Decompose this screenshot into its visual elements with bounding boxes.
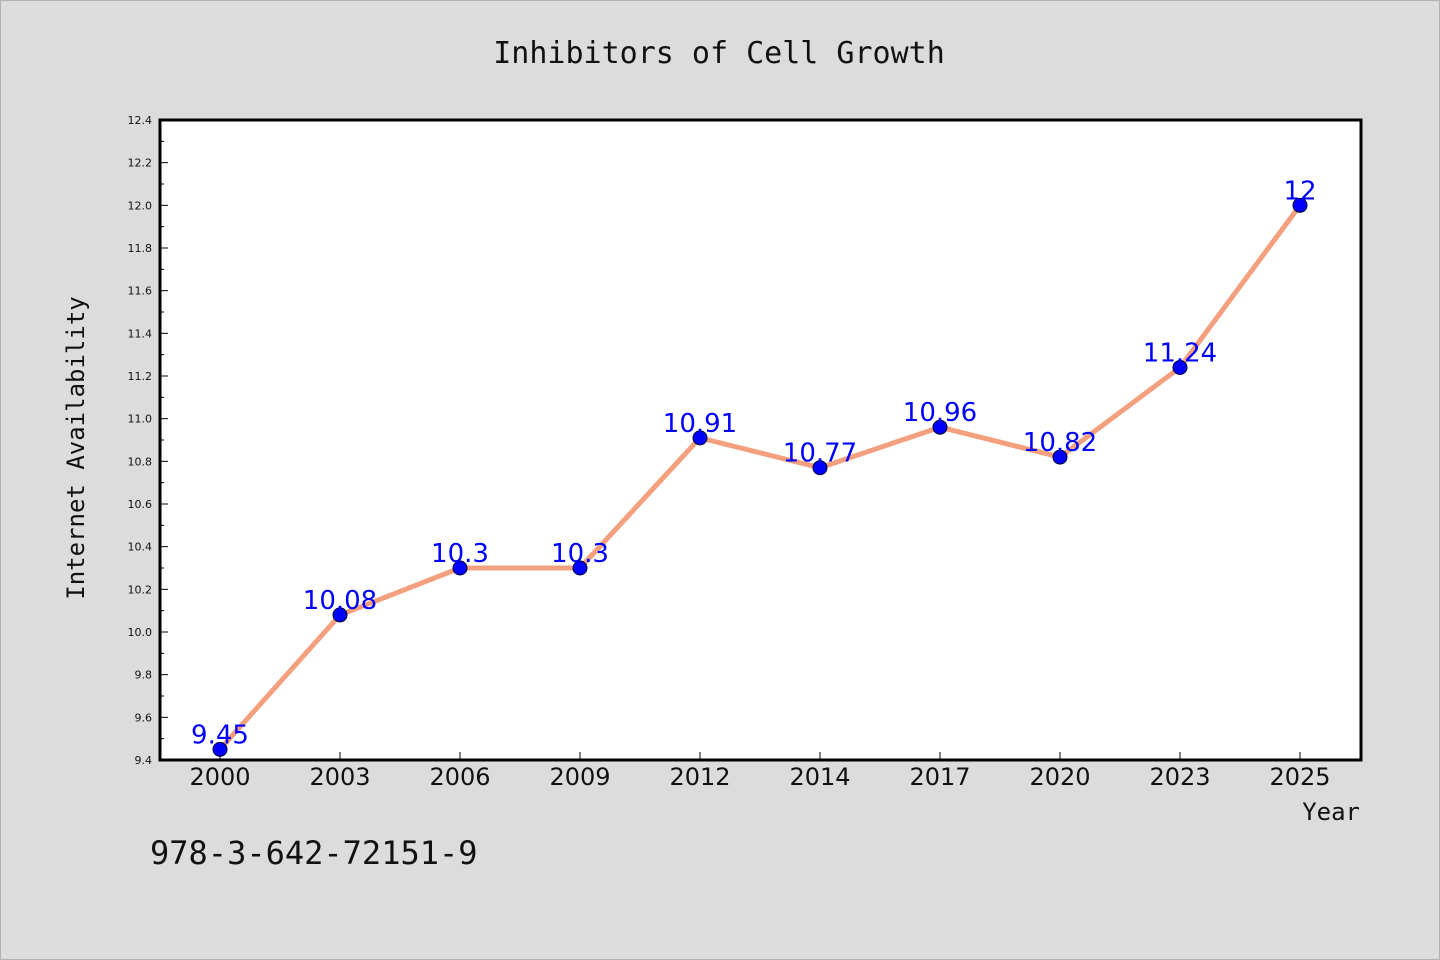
data-label: 9.45 (191, 720, 249, 750)
chart-title: Inhibitors of Cell Growth (493, 36, 945, 71)
x-tick-label: 2009 (549, 763, 610, 791)
y-tick-label: 10.2 (128, 583, 153, 596)
x-tick-label: 2014 (789, 763, 850, 791)
y-tick-label: 11.0 (128, 413, 153, 426)
footnote-isbn: 978-3-642-72151-9 (150, 834, 478, 872)
y-tick-label: 11.6 (128, 285, 153, 298)
y-tick-label: 12.2 (128, 157, 153, 170)
x-tick-label: 2003 (309, 763, 370, 791)
data-label: 10.3 (431, 539, 489, 569)
x-axis: 2000 2003 2006 2009 2012 2014 2017 2020 2023 2025 (189, 752, 1331, 791)
x-tick-label: 2006 (429, 763, 490, 791)
y-tick-label: 12.4 (128, 114, 153, 127)
data-point (1172, 359, 1188, 375)
x-tick-label: 2025 (1269, 763, 1330, 791)
data-label: 11.24 (1143, 338, 1217, 368)
y-tick-label: 10.0 (128, 626, 153, 639)
y-tick-label: 10.6 (128, 498, 153, 511)
y-tick-label: 9.8 (135, 669, 153, 682)
data-labels: 9.45 10.08 10.3 10.3 10.91 10.77 10.96 10.82 11.… (191, 176, 1316, 750)
x-tick-label: 2000 (189, 763, 250, 791)
y-tick-label: 11.8 (128, 242, 153, 255)
x-tick-label: 2020 (1029, 763, 1090, 791)
y-tick-label: 11.4 (128, 327, 153, 340)
plot-area (158, 118, 1363, 762)
y-axis: 9.4 9.6 9.8 10.0 10.2 10.4 10.6 10.8 11.0 11.2 11.… (128, 114, 168, 767)
data-label: 10.96 (903, 398, 977, 428)
y-tick-label: 9.6 (135, 711, 153, 724)
data-point (932, 419, 948, 435)
series-line (218, 203, 1303, 751)
data-label: 12 (1283, 176, 1316, 206)
x-tick-label: 2023 (1149, 763, 1210, 791)
y-tick-label: 10.8 (128, 455, 153, 468)
data-point (452, 560, 468, 576)
y-axis-label: Internet Availability (62, 296, 90, 599)
data-label: 10.82 (1023, 428, 1097, 458)
x-tick-label: 2012 (669, 763, 730, 791)
x-tick-label: 2017 (909, 763, 970, 791)
data-point (692, 430, 708, 446)
data-point (572, 560, 588, 576)
data-point (212, 741, 228, 757)
data-label: 10.91 (663, 409, 737, 439)
y-tick-label: 12.0 (128, 199, 153, 212)
y-tick-label: 11.2 (128, 370, 153, 383)
y-tick-label: 10.4 (128, 541, 153, 554)
data-point (812, 460, 828, 476)
data-point (332, 607, 348, 623)
data-point (1052, 449, 1068, 465)
data-label: 10.08 (303, 586, 377, 616)
series-markers (212, 197, 1308, 757)
data-label: 10.77 (783, 439, 857, 469)
data-label: 10.3 (551, 539, 609, 569)
x-axis-label: Year (1302, 798, 1360, 826)
y-tick-label: 9.4 (135, 754, 153, 767)
data-point (1292, 197, 1308, 213)
